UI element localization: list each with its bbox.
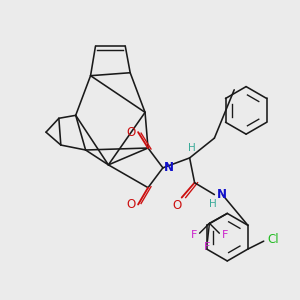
Text: N: N [164, 161, 174, 174]
Text: O: O [127, 126, 136, 139]
Text: H: H [188, 143, 196, 153]
Text: O: O [127, 198, 136, 211]
Text: F: F [190, 230, 197, 240]
Text: Cl: Cl [268, 233, 279, 246]
Text: O: O [172, 199, 182, 212]
Text: H: H [208, 200, 216, 209]
Text: N: N [217, 188, 227, 201]
Text: F: F [204, 242, 211, 252]
Text: F: F [222, 230, 229, 240]
